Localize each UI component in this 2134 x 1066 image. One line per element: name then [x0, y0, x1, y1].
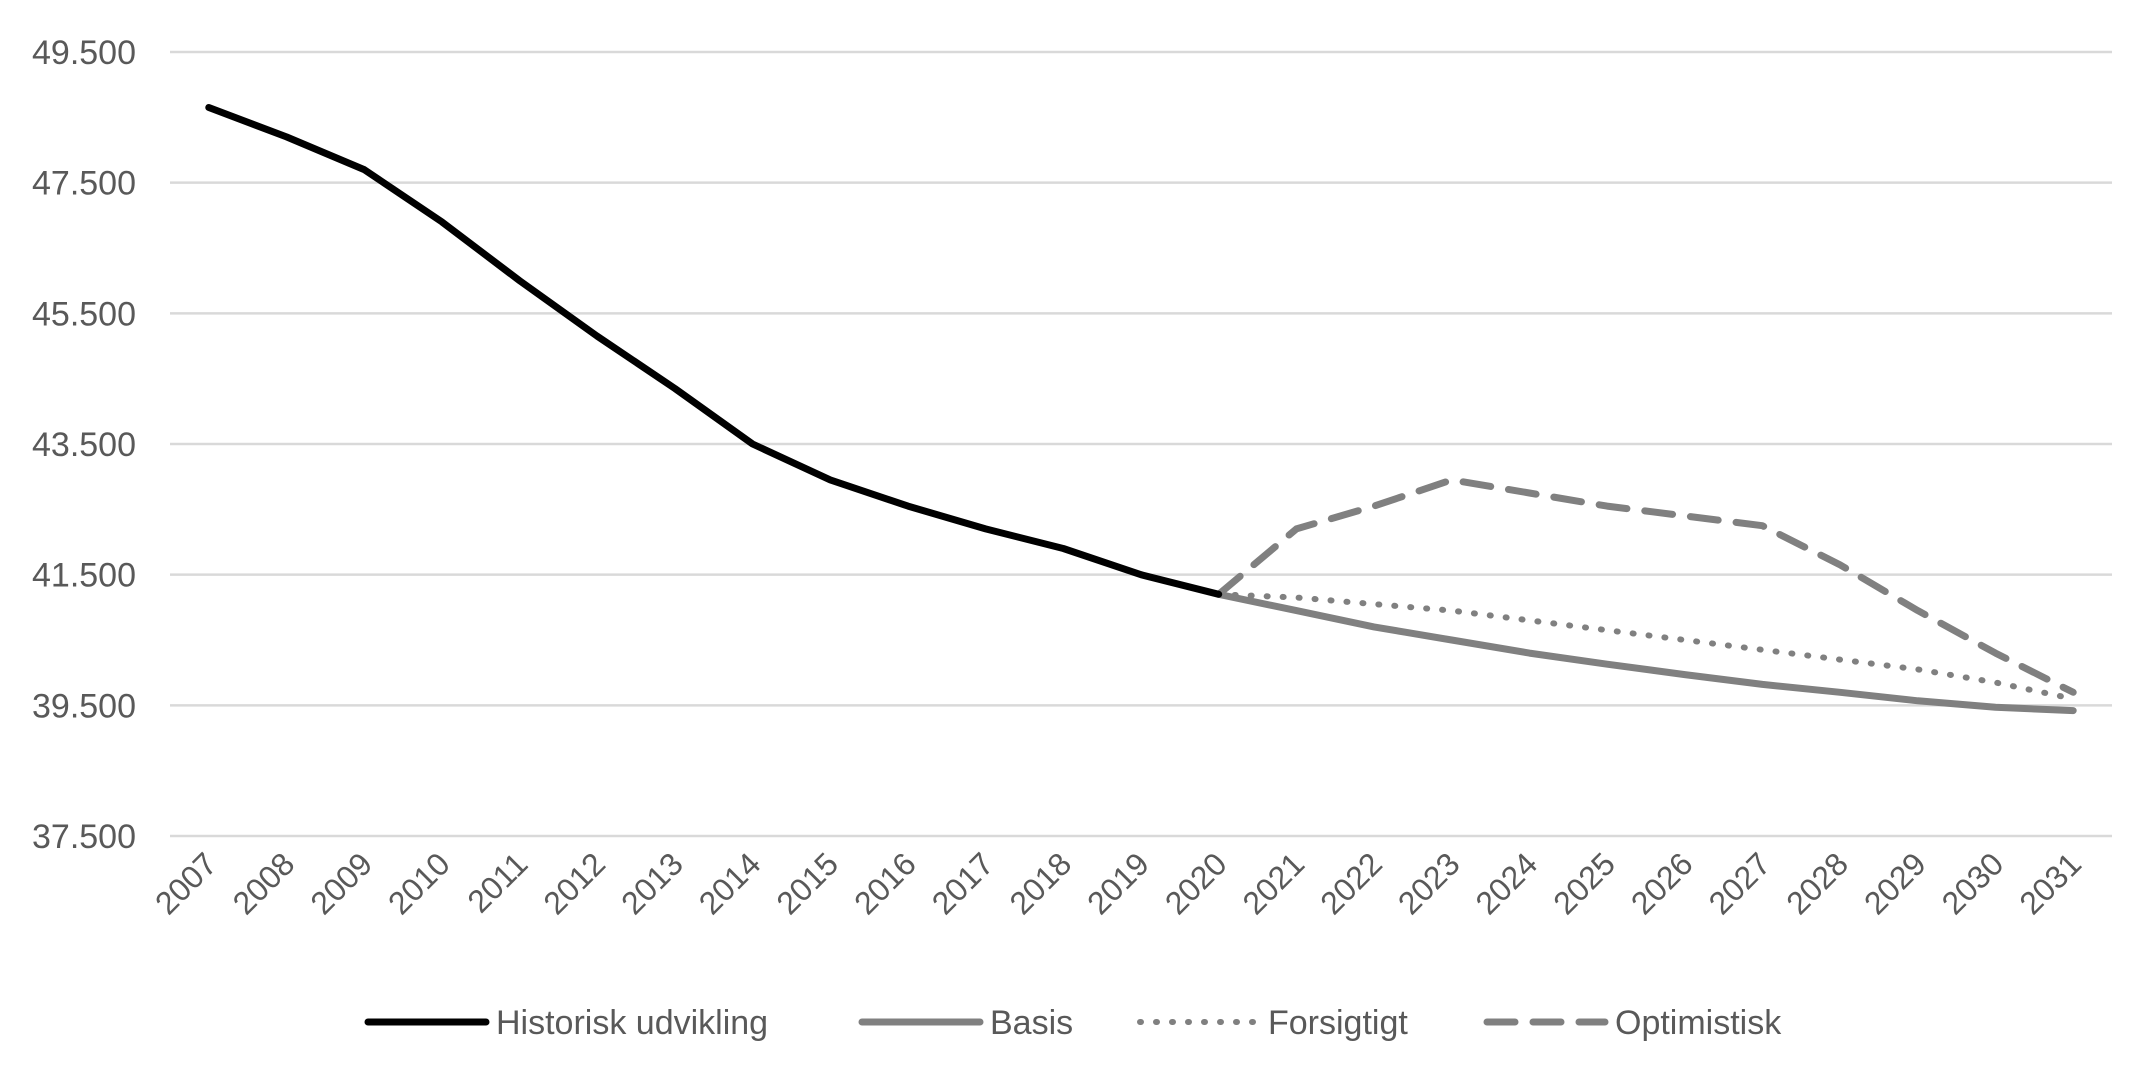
x-tick-label-2007: 2007 [148, 845, 224, 921]
y-tick-label: 49.500 [32, 34, 136, 72]
legend-label-optimistisk: Optimistisk [1615, 1004, 1782, 1042]
x-tick-label-2019: 2019 [1080, 845, 1156, 921]
x-tick-label-2030: 2030 [1935, 845, 2011, 921]
x-tick-label-2011: 2011 [460, 845, 534, 919]
x-tick-label-2009: 2009 [303, 845, 379, 921]
y-axis-tick-labels: 37.500 39.500 41.500 43.500 45.500 47.500 49.5… [32, 34, 136, 856]
x-tick-label-2031: 2031 [2012, 845, 2088, 921]
y-tick-label: 45.500 [32, 295, 136, 333]
x-tick-label-2029: 2029 [1857, 845, 1933, 921]
x-tick-label-2016: 2016 [847, 845, 923, 921]
x-tick-label-2014: 2014 [692, 845, 768, 921]
x-axis-tick-labels: 2007 2008 2009 2010 2011 2012 2013 2014 2015 2016… [148, 845, 2088, 921]
series-line-forsigtigt [1215, 591, 2077, 702]
x-tick-label-2025: 2025 [1546, 845, 1622, 921]
x-tick-label-2023: 2023 [1391, 845, 1467, 921]
y-tick-label: 37.500 [32, 818, 136, 856]
x-tick-label-2018: 2018 [1002, 845, 1078, 921]
y-tick-label: 41.500 [32, 557, 136, 595]
gridlines [170, 50, 2112, 838]
legend-label-basis: Basis [990, 1004, 1073, 1042]
x-tick-label-2012: 2012 [536, 845, 612, 921]
x-tick-label-2020: 2020 [1158, 845, 1234, 921]
y-tick-label: 39.500 [32, 687, 136, 725]
legend-label-forsigtigt: Forsigtigt [1268, 1004, 1408, 1042]
series-line-basis [1215, 590, 2077, 715]
legend: Historisk udvikling Basis Forsigtigt Optimi… [364, 1004, 1782, 1042]
x-tick-label-2017: 2017 [925, 845, 1001, 921]
x-tick-label-2010: 2010 [381, 845, 457, 921]
x-tick-label-2021: 2021 [1236, 845, 1312, 921]
x-tick-label-2022: 2022 [1313, 845, 1389, 921]
series-line-historisk-udvikling [205, 104, 1223, 598]
x-tick-label-2026: 2026 [1624, 845, 1700, 921]
x-tick-label-2028: 2028 [1779, 845, 1855, 921]
x-tick-label-2015: 2015 [769, 845, 845, 921]
y-tick-label: 43.500 [32, 426, 136, 464]
legend-label-historisk-udvikling: Historisk udvikling [496, 1004, 768, 1042]
x-tick-label-2008: 2008 [226, 845, 302, 921]
y-tick-label: 47.500 [32, 165, 136, 203]
x-tick-label-2027: 2027 [1702, 845, 1778, 921]
series-lines [205, 104, 2077, 715]
series-line-optimistisk [1215, 476, 2077, 696]
x-tick-label-2013: 2013 [614, 845, 690, 921]
x-tick-label-2024: 2024 [1469, 845, 1545, 921]
